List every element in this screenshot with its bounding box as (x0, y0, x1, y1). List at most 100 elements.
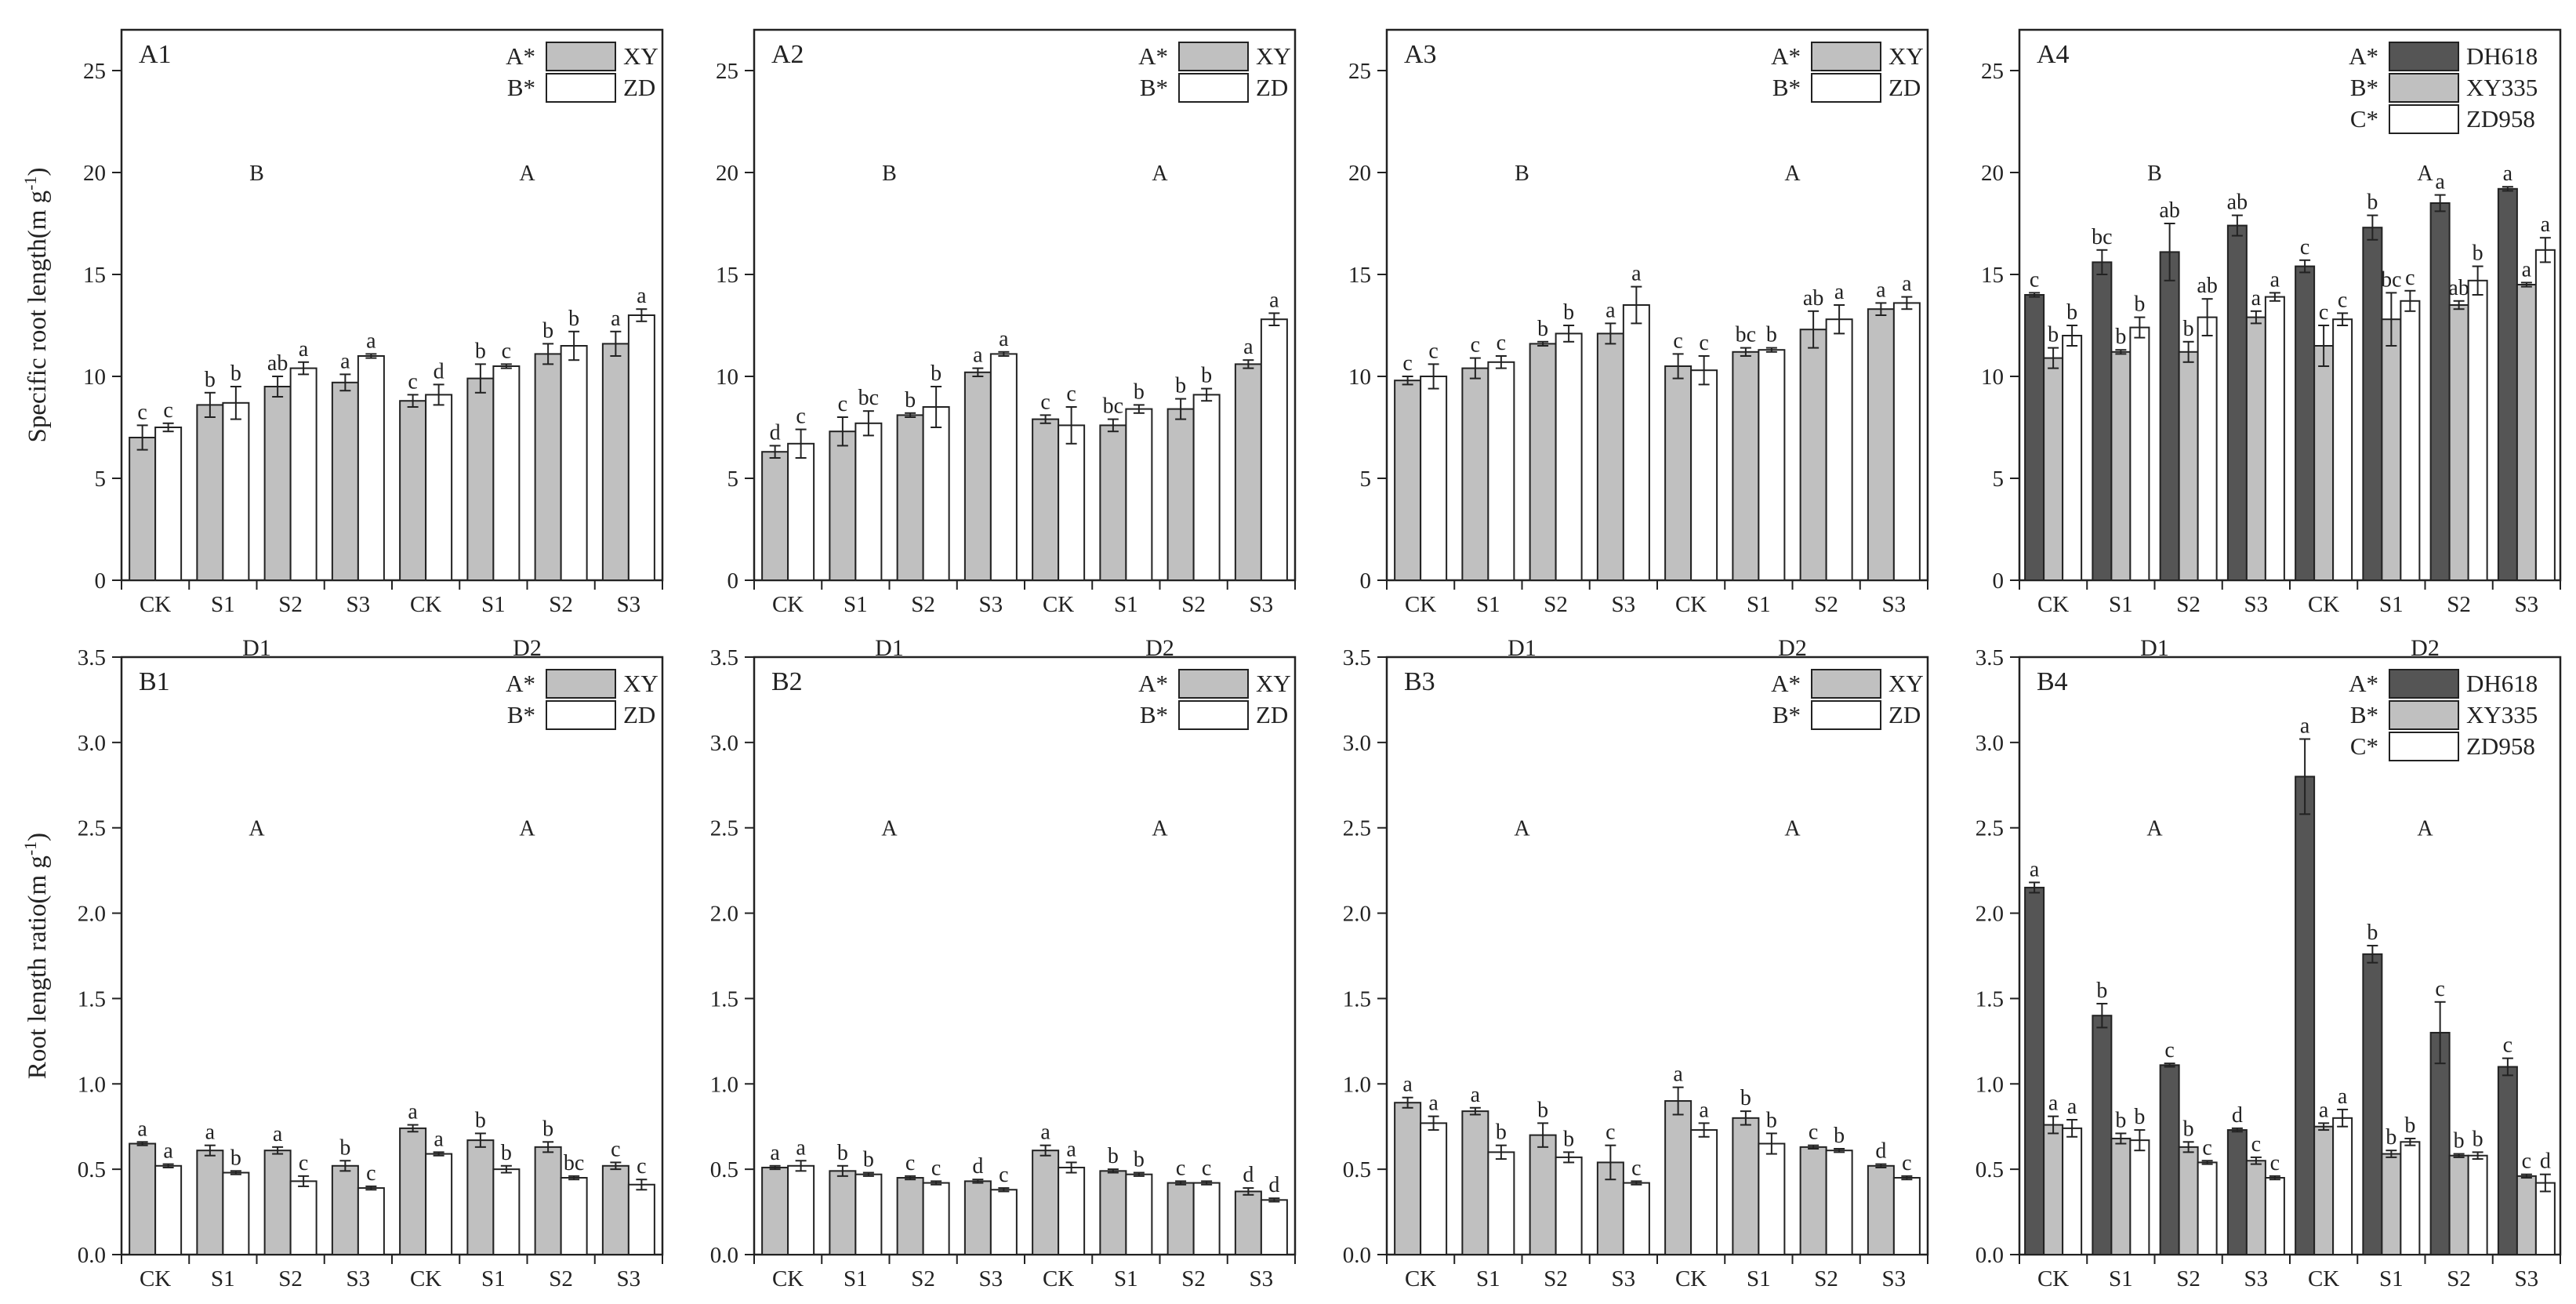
bar-XY335 (2448, 304, 2469, 581)
significance-letter: c (2338, 288, 2347, 312)
significance-letter: c (1176, 1156, 1185, 1180)
bar-XY335 (2381, 1153, 2402, 1256)
significance-letter: a (408, 1100, 418, 1124)
legend-prefix: B* (2350, 74, 2378, 101)
x-tick-label: CK (410, 1266, 441, 1291)
significance-letter: c (137, 400, 147, 424)
bar-XY (1664, 1100, 1693, 1255)
row-labels: Specific root length(m g-1) Root length r… (20, 168, 52, 1080)
y-tick-label: 0.0 (1343, 1243, 1371, 1268)
x-tick-label: S2 (2176, 592, 2200, 617)
significance-letter: ab (1803, 286, 1823, 311)
significance-letter: c (1066, 382, 1076, 406)
bar-ZD (222, 1171, 250, 1256)
x-tick-label: CK (1405, 592, 1436, 617)
legend-swatch (1178, 73, 1249, 103)
legend-label: ZD958 (2466, 105, 2535, 133)
bar-ZD (1690, 369, 1718, 581)
significance-letter: a (2067, 1095, 2077, 1119)
bar-XY (829, 1170, 857, 1255)
x-tick-label: S3 (1882, 592, 1907, 617)
bar-ZD (1690, 1129, 1718, 1256)
bar-ZD958 (2264, 1177, 2285, 1255)
group-significance-letter: A (1784, 162, 1801, 186)
legend-label: ZD (623, 701, 655, 728)
significance-letter: a (1834, 280, 1845, 304)
legend-label: XY (1256, 670, 1291, 697)
bar-ZD (787, 1164, 815, 1255)
plot-frame (753, 656, 1297, 1256)
y-tick-label: 3.0 (78, 731, 106, 756)
legend-prefix: A* (506, 670, 535, 697)
significance-letter: ab (2159, 198, 2179, 223)
y-tick-label: 1.0 (1976, 1072, 2004, 1097)
bar-ZD958 (2129, 1139, 2150, 1256)
significance-letter: a (1605, 298, 1616, 322)
significance-letter: b (2386, 1125, 2396, 1150)
bar-DH618 (2497, 187, 2518, 582)
x-tick-label: S1 (2379, 592, 2404, 617)
significance-letter: a (2522, 257, 2532, 282)
bar-XY (129, 437, 157, 581)
x-tick-label: S2 (2176, 1266, 2200, 1291)
legend-swatch (2389, 42, 2459, 71)
significance-letter: d (1875, 1139, 1886, 1164)
significance-letter: b (1563, 300, 1574, 325)
significance-letter: c (2164, 1038, 2174, 1062)
x-tick-label: S1 (1476, 1266, 1500, 1291)
bar-XY (1461, 367, 1489, 581)
significance-letter: b (2367, 191, 2378, 215)
x-tick-label: S1 (2109, 1266, 2133, 1291)
bar-XY (963, 371, 992, 581)
y-tick-label: 20 (716, 161, 738, 186)
bar-ZD958 (2197, 1161, 2218, 1256)
y-tick-label: 10 (1348, 365, 1371, 390)
x-tick-label: CK (1043, 592, 1074, 617)
bar-ZD (154, 1164, 183, 1255)
y-tick-label: 1.5 (78, 986, 106, 1012)
bar-XY335 (2313, 345, 2335, 581)
bar-XY335 (2178, 351, 2199, 581)
y-tick-label: 5 (727, 467, 739, 492)
significance-letter: c (1902, 1151, 1911, 1175)
significance-letter: c (1471, 333, 1480, 358)
x-tick-label: S1 (1114, 1266, 1138, 1291)
significance-letter: a (1428, 1092, 1439, 1116)
significance-letter: c (2503, 1033, 2513, 1058)
significance-letter: b (2048, 323, 2059, 347)
legend-prefix: B* (1772, 701, 1801, 728)
legend-label: ZD (623, 74, 655, 101)
legend-prefix: A* (2349, 670, 2378, 697)
y-tick-label: 0.5 (78, 1157, 106, 1182)
bar-XY335 (2245, 1160, 2266, 1256)
significance-letter: d (434, 359, 444, 383)
x-tick-label: S1 (2109, 592, 2133, 617)
significance-letter: d (1243, 1163, 1254, 1187)
significance-letter: b (837, 1141, 848, 1165)
y-tick-label: 10 (716, 365, 738, 390)
legend-prefix: B* (507, 74, 535, 101)
significance-letter: ab (267, 351, 288, 376)
significance-letter: b (1766, 1108, 1777, 1132)
bar-XY (1234, 363, 1262, 581)
significance-letter: ab (2197, 274, 2217, 298)
x-tick-label: S1 (844, 592, 868, 617)
panel-B4: 0.0 0.5 1.0 1.5 2.0 2.5 3.0 3.5 CK S1 S2 S3 CK S1 S2 S3… (1976, 645, 2562, 1291)
bar-DH618 (2497, 1066, 2518, 1255)
x-tick-label: CK (772, 592, 804, 617)
y-tick-label: 0 (727, 568, 739, 594)
bar-ZD (425, 1153, 453, 1256)
significance-letter: b (2134, 1105, 2145, 1129)
significance-letter: b (905, 388, 916, 412)
panel-label: A3 (1404, 40, 1437, 69)
legend-label: ZD (1888, 74, 1921, 101)
legend: A* XY B* ZD (1771, 42, 1924, 103)
significance-letter: a (2251, 286, 2262, 311)
significance-letter: a (1902, 272, 1912, 296)
y-tick-label: 25 (83, 59, 106, 84)
x-tick-label: S3 (1250, 592, 1274, 617)
y-tick-label: 10 (1981, 365, 2004, 390)
group-significance-letter: B (249, 162, 264, 186)
bar-ZD958 (2400, 300, 2421, 581)
significance-letter: b (1740, 1086, 1751, 1110)
